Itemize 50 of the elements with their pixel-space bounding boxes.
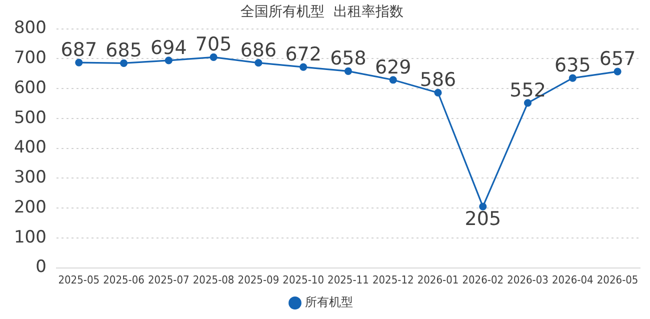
point	[434, 88, 442, 97]
x-tick-label: 2026-05	[596, 273, 638, 286]
x-tick-label: 2026-02	[462, 273, 504, 286]
y-tick-label: 300	[14, 168, 46, 188]
x-tick-label: 2026-01	[417, 273, 459, 286]
data-label: 694	[150, 36, 187, 59]
data-label: 552	[510, 79, 546, 102]
data-label: 586	[420, 69, 456, 92]
x-tick-label: 2025-11	[328, 273, 369, 286]
y-tick-label: 600	[14, 78, 46, 98]
data-label: 705	[195, 34, 232, 56]
x-tick-label: 2025-10	[282, 273, 324, 286]
x-tick-label: 2026-03	[507, 273, 548, 286]
y-tick-label: 100	[14, 227, 46, 248]
point	[389, 76, 397, 84]
y-tick-label: 700	[14, 48, 46, 68]
x-tick-label: 2025-07	[148, 273, 190, 286]
x-tick-label: 2025-06	[103, 273, 144, 286]
y-tick-label: 800	[14, 18, 46, 38]
point	[479, 202, 487, 210]
x-tick-label: 2025-12	[372, 273, 414, 286]
point	[344, 67, 352, 76]
x-tick-label: 2025-05	[58, 273, 100, 286]
point	[300, 63, 308, 71]
data-label: 687	[60, 38, 98, 61]
x-tick-label: 2026-04	[552, 273, 594, 286]
chart-title: 全国所有机型 出租率指数	[240, 4, 404, 20]
point	[254, 59, 262, 67]
y-tick-label: 0	[36, 257, 46, 278]
data-label: 672	[285, 43, 322, 66]
legend-label: 所有机型	[305, 295, 353, 310]
point	[164, 56, 172, 64]
data-label: 629	[374, 56, 412, 78]
point	[614, 68, 622, 76]
point	[524, 99, 532, 107]
data-label: 686	[240, 39, 277, 62]
y-tick-label: 200	[14, 197, 46, 218]
data-label: 658	[330, 48, 366, 70]
point	[120, 59, 128, 67]
data-label: 635	[554, 54, 591, 77]
point	[210, 53, 218, 61]
data-label: 685	[106, 40, 142, 62]
x-tick-label: 2025-08	[192, 273, 234, 286]
y-tick-label: 400	[14, 138, 46, 158]
data-label: 657	[599, 48, 636, 70]
point	[75, 58, 83, 66]
data-label: 205	[464, 208, 502, 230]
y-tick-label: 500	[14, 108, 46, 128]
x-tick-label: 2025-09	[238, 273, 280, 286]
point	[568, 74, 576, 82]
